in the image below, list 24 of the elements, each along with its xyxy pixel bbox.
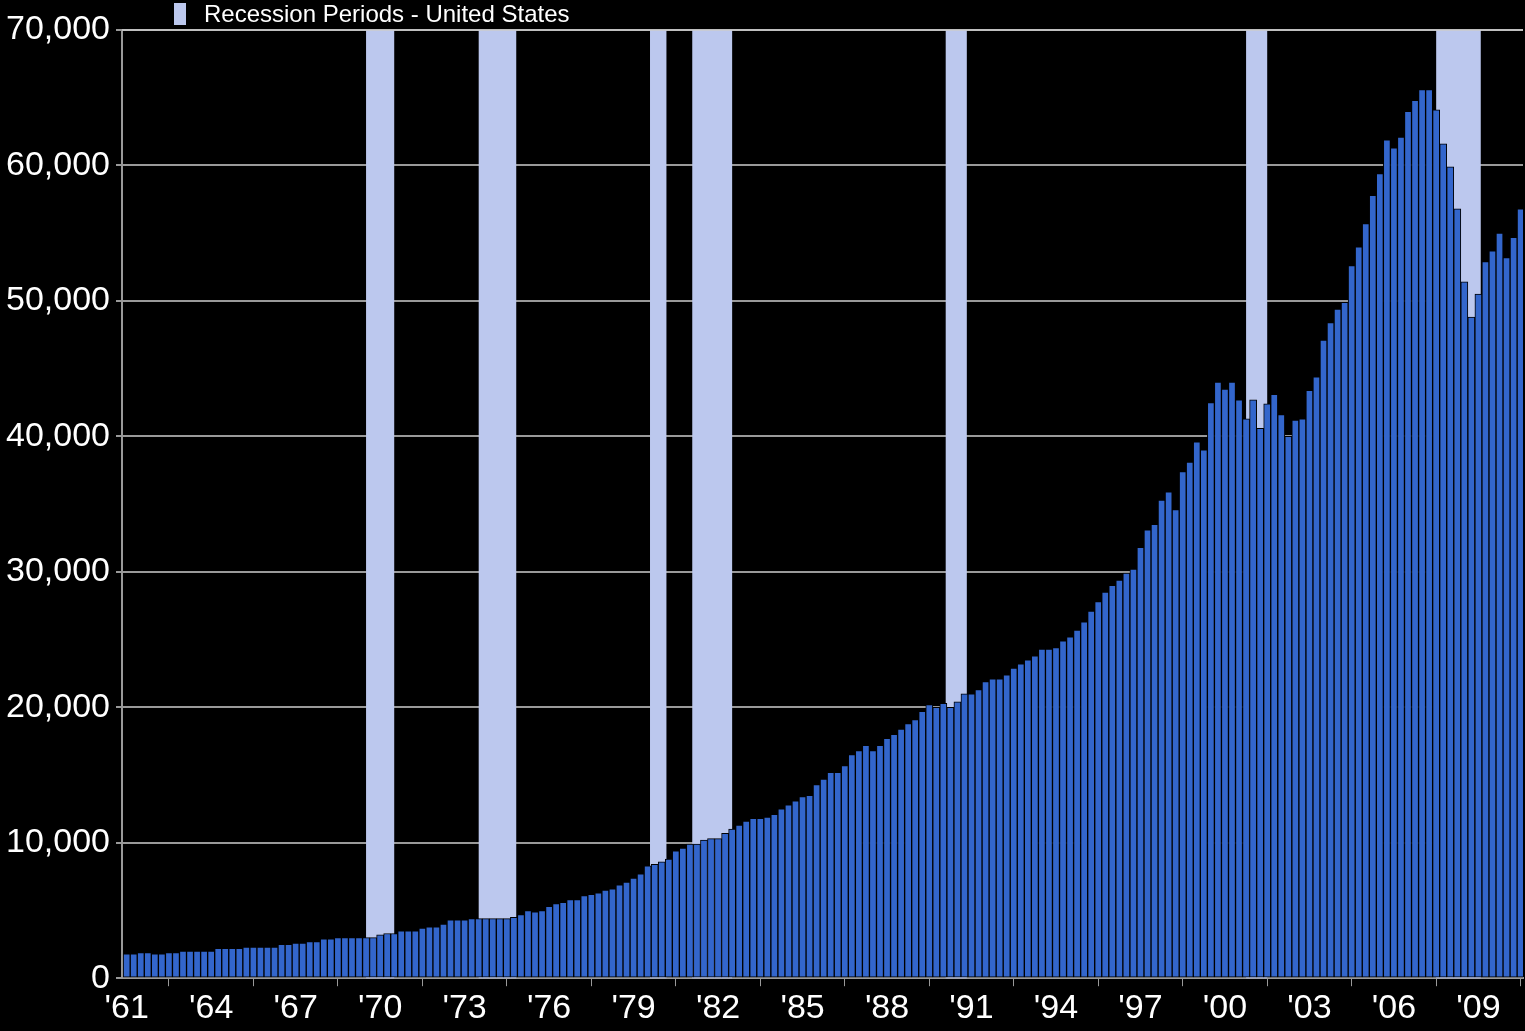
x-tick-label: '73 <box>442 986 487 1025</box>
x-tick-label: '70 <box>357 986 403 1025</box>
x-tick-label: '76 <box>526 986 572 1025</box>
x-tick-label: '00 <box>1202 986 1248 1025</box>
x-tick-label: '94 <box>1033 986 1079 1025</box>
x-tick-label: '03 <box>1287 986 1332 1025</box>
x-tick-label: '88 <box>864 986 910 1025</box>
band-label: Recession Periods - United States <box>204 0 570 28</box>
x-tick-label: '79 <box>611 986 656 1025</box>
y-tick-label: 40,000 <box>5 414 110 453</box>
y-tick-label: 30,000 <box>5 550 110 589</box>
x-tick-label: '97 <box>1118 986 1163 1025</box>
y-tick-label: 50,000 <box>5 279 110 318</box>
y-tick-label: 70,000 <box>5 8 110 47</box>
x-tick-label: '82 <box>695 986 741 1025</box>
y-tick-label: 20,000 <box>5 685 110 724</box>
x-tick-label: '91 <box>949 986 994 1025</box>
y-tick-label: 60,000 <box>5 143 110 182</box>
x-tick-label: '67 <box>273 986 318 1025</box>
x-tick-label: '64 <box>189 986 234 1025</box>
y-tick-label: 10,000 <box>5 821 110 860</box>
x-tick-label: '06 <box>1371 986 1417 1025</box>
x-tick-label: '85 <box>780 986 825 1025</box>
x-tick-label: '09 <box>1456 986 1501 1025</box>
